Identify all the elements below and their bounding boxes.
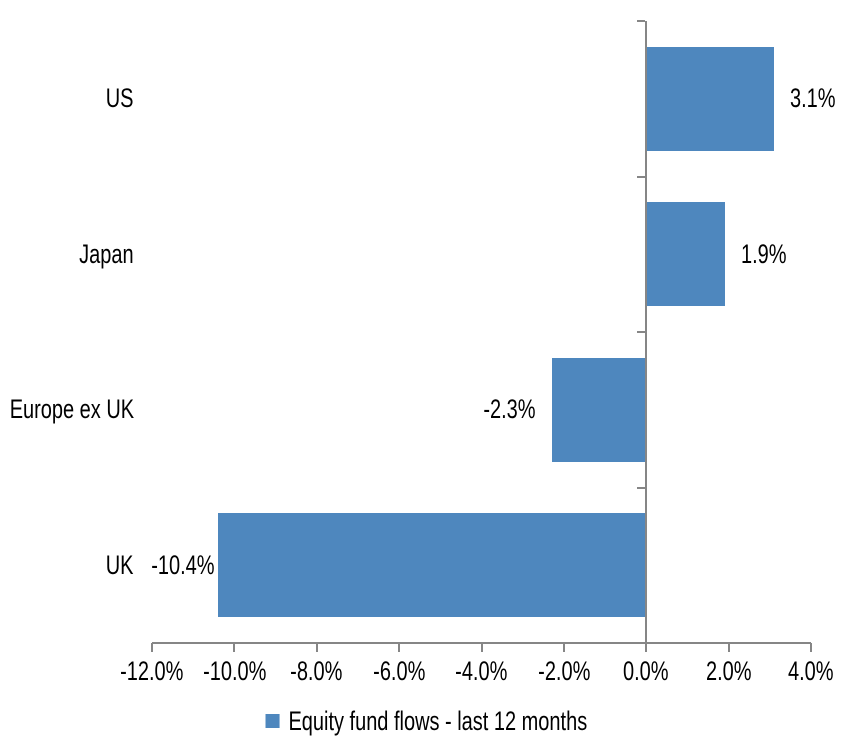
legend-entry: Equity fund flows - last 12 months (265, 706, 587, 737)
category-label: Japan (60, 238, 134, 270)
bar (646, 202, 725, 307)
x-axis-tick-label: 0.0% (586, 655, 706, 687)
x-axis-tick-label-text: 2.0% (705, 655, 752, 686)
data-label-text: 1.9% (740, 238, 787, 269)
x-axis-tick (233, 643, 236, 652)
x-axis-tick-label-text: -4.0% (455, 655, 508, 686)
category-label: UK (96, 549, 134, 581)
x-axis-tick-label: -8.0% (257, 655, 377, 687)
bar (646, 46, 774, 151)
x-axis-tick-label: -4.0% (422, 655, 542, 687)
x-axis-tick-label-text: -12.0% (120, 655, 184, 686)
x-axis-tick-label-text: 4.0% (788, 655, 834, 686)
x-axis-tick-label-text: -2.0% (537, 655, 590, 686)
x-axis-tick-label-text: 0.0% (623, 655, 670, 686)
category-label: Europe ex UK (0, 394, 134, 426)
x-axis-tick-label: -2.0% (504, 655, 624, 687)
category-tick (637, 331, 646, 333)
category-label-text: Japan (79, 238, 134, 269)
category-tick (637, 20, 646, 22)
legend: Equity fund flows - last 12 months (0, 705, 852, 737)
data-label-text: -2.3% (483, 394, 536, 425)
category-label: US (96, 83, 134, 115)
data-label: 1.9% (741, 238, 803, 270)
x-axis-tick-label-text: -10.0% (202, 655, 267, 686)
x-axis-tick-label: 2.0% (669, 655, 789, 687)
legend-swatch-icon (265, 714, 280, 728)
category-label-text: US (106, 83, 134, 114)
x-axis-tick-label: -12.0% (92, 655, 212, 687)
x-axis-tick (315, 643, 318, 652)
data-label: -10.4% (129, 549, 215, 581)
x-axis-tick (562, 643, 565, 652)
bar (551, 357, 647, 462)
data-label: -2.3% (465, 394, 536, 426)
x-axis-tick (645, 643, 648, 652)
x-axis-tick-label: -10.0% (174, 655, 294, 687)
y-axis-line (645, 21, 648, 643)
category-label-text: UK (106, 549, 134, 580)
category-tick (637, 175, 646, 178)
category-tick (637, 486, 646, 489)
data-label-text: 3.1% (789, 83, 836, 114)
x-axis-tick-label: 4.0% (751, 655, 852, 687)
x-axis-tick (398, 643, 401, 652)
legend-label: Equity fund flows - last 12 months (288, 705, 587, 736)
data-label: 3.1% (790, 83, 852, 115)
data-label-text: -10.4% (151, 549, 215, 580)
category-label-text: Europe ex UK (9, 394, 134, 425)
x-axis-tick-label: -6.0% (339, 655, 459, 687)
bar (217, 513, 647, 618)
x-axis-tick-label-text: -8.0% (290, 655, 343, 686)
x-axis-tick (151, 643, 153, 652)
x-axis-tick-label-text: -6.0% (373, 655, 426, 686)
x-axis-tick (480, 643, 483, 652)
x-axis-tick (727, 643, 730, 652)
x-axis-tick (810, 643, 812, 652)
